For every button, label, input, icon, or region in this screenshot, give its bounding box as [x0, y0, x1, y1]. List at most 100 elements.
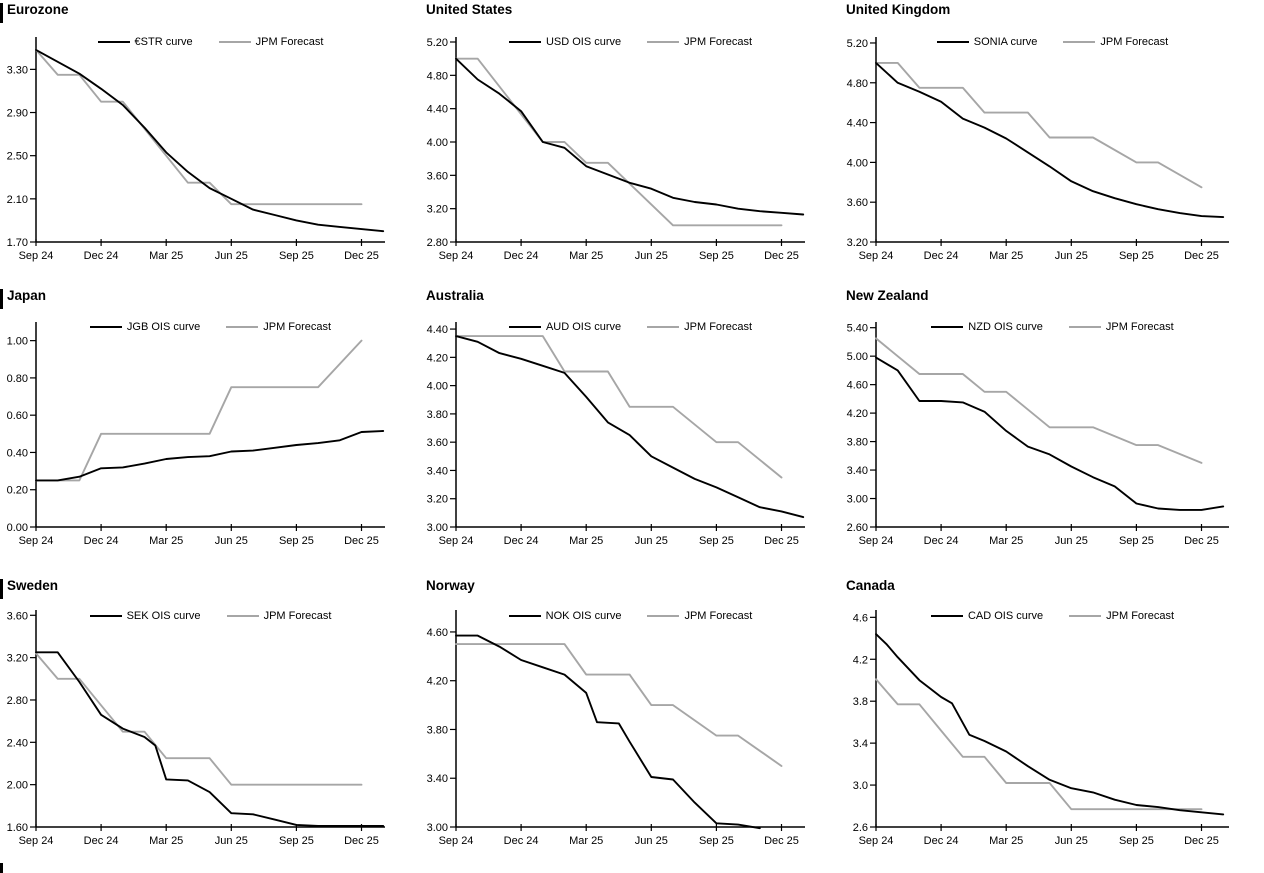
series-line-aud-ois-curve	[455, 335, 805, 519]
section-bar	[0, 289, 3, 309]
chart-canvas: 2.6 3.0 3.4 3.8 4.2 4.6 Sep 24 Dec 24 Mar 25 Jun …	[853, 610, 1229, 847]
x-tick-label: Sep 24	[439, 835, 474, 847]
y-tick-label: 2.50	[7, 151, 28, 163]
x-tick-label: Dec 25	[344, 250, 379, 262]
y-tick-label: 4.00	[427, 137, 448, 149]
x-tick-label: Dec 25	[344, 835, 379, 847]
x-tick-label: Sep 24	[19, 535, 54, 547]
x-tick-label: Mar 25	[149, 250, 183, 262]
y-tick-label: 3.20	[847, 237, 868, 249]
x-tick-label: Dec 24	[84, 250, 119, 262]
legend-item-jpm-forecast: JPM Forecast	[218, 36, 324, 48]
y-tick-label: 2.10	[7, 194, 28, 206]
series-line-jpm-forecast	[35, 48, 363, 206]
y-tick-label: 3.4	[853, 738, 868, 750]
x-tick-label: Sep 25	[279, 835, 314, 847]
x-tick-label: Mar 25	[989, 835, 1023, 847]
chart-panel-united-kingdom: United Kingdom 3.20 3.60 4.00 4.40 4.80 5.20 Se…	[840, 0, 1264, 285]
x-tick-label: Sep 25	[1119, 535, 1154, 547]
y-tick-label: 5.20	[847, 38, 868, 50]
x-tick-label: Sep 25	[699, 250, 734, 262]
y-tick-label: 3.00	[427, 522, 448, 534]
legend: JGB OIS curve JPM Forecast	[36, 319, 385, 335]
axes	[875, 37, 1229, 243]
legend-line-sample-black	[89, 615, 122, 617]
x-tick-label: Jun 25	[1055, 535, 1088, 547]
y-tick-label: 4.20	[427, 352, 448, 364]
legend-line-sample-black	[508, 326, 541, 328]
y-tick-label: 3.8	[853, 696, 868, 708]
x-tick-label: Dec 24	[504, 835, 539, 847]
legend-item-nzd-ois-curve: NZD OIS curve	[931, 321, 1043, 333]
chart-canvas: 2.80 3.20 3.60 4.00 4.40 4.80 5.20 Sep 24 Dec 24…	[427, 37, 805, 262]
x-tick-label: Sep 24	[19, 835, 54, 847]
legend-line-sample-gray	[226, 326, 259, 328]
y-tick-label: 4.40	[847, 118, 868, 130]
series-line-jpm-forecast	[875, 61, 1203, 189]
legend: SEK OIS curve JPM Forecast	[36, 608, 385, 624]
y-tick-label: 1.70	[7, 237, 28, 249]
x-tick-label: Sep 25	[1119, 250, 1154, 262]
legend-line-sample-black	[89, 326, 122, 328]
legend-label: AUD OIS curve	[545, 321, 622, 333]
x-tick-label: Dec 24	[504, 250, 539, 262]
series-line-jgb-ois-curve	[35, 430, 385, 482]
y-tick-label: 0.80	[7, 373, 28, 385]
y-tick-label: 3.20	[427, 204, 448, 216]
y-tick-label: 5.40	[847, 323, 868, 335]
x-tick-label: Dec 25	[1184, 835, 1219, 847]
y-tick-label: 4.00	[847, 157, 868, 169]
y-tick-label: 0.60	[7, 410, 28, 422]
y-tick-label: 2.80	[427, 237, 448, 249]
legend-label: SEK OIS curve	[126, 610, 201, 622]
chart-canvas: 3.20 3.60 4.00 4.40 4.80 5.20 Sep 24 Dec 24 Mar …	[847, 37, 1229, 262]
y-tick-label: 2.80	[7, 695, 28, 707]
chart-canvas: 2.60 3.00 3.40 3.80 4.20 4.60 5.00 5.40 Sep 24 De…	[847, 322, 1229, 547]
y-tick-label: 4.6	[853, 612, 868, 624]
y-tick-label: 3.60	[7, 610, 28, 622]
y-tick-label: 5.00	[847, 351, 868, 363]
legend-line-sample-gray	[1068, 326, 1101, 328]
chart-panel-new-zealand: New Zealand 2.60 3.00 3.40 3.80 4.20 4.60 5.00 5…	[840, 285, 1264, 570]
legend-line-sample-gray	[1069, 615, 1102, 617]
y-tick-label: 0.20	[7, 485, 28, 497]
series-line-str-curve	[35, 48, 385, 233]
x-tick-label: Dec 25	[764, 250, 799, 262]
axes	[35, 610, 385, 828]
legend-item-sonia-curve: SONIA curve	[936, 36, 1037, 48]
y-tick-label: 3.20	[427, 494, 448, 506]
chart-panel-united-states: United States 2.80 3.20 3.60 4.00 4.40 4.80 5.2…	[420, 0, 840, 285]
chart-panel-norway: Norway 3.00 3.40 3.80 4.20 4.60 Sep 24 Dec 24 Ma…	[420, 570, 840, 873]
legend-line-sample-black	[936, 41, 969, 43]
legend-label: JPM Forecast	[684, 321, 753, 333]
x-tick-label: Mar 25	[149, 535, 183, 547]
y-tick-label: 1.00	[7, 336, 28, 348]
legend-item-jpm-forecast: JPM Forecast	[226, 610, 332, 622]
series-line-jpm-forecast	[35, 652, 363, 786]
chart-canvas: 3.00 3.40 3.80 4.20 4.60 Sep 24 Dec 24 Mar 25 Ju…	[427, 610, 805, 847]
legend: €STR curve JPM Forecast	[36, 34, 385, 50]
legend: NZD OIS curve JPM Forecast	[876, 319, 1229, 335]
y-tick-label: 5.20	[427, 37, 448, 49]
y-tick-label: 3.0	[853, 780, 868, 792]
y-tick-label: 2.40	[7, 737, 28, 749]
y-tick-label: 3.80	[847, 437, 868, 449]
legend: USD OIS curve JPM Forecast	[456, 34, 805, 50]
x-tick-label: Sep 24	[859, 835, 894, 847]
series-line-sonia-curve	[875, 61, 1225, 219]
series-line-sek-ois-curve	[35, 651, 385, 827]
legend-label: JPM Forecast	[255, 36, 324, 48]
x-tick-label: Mar 25	[989, 250, 1023, 262]
series-line-cad-ois-curve	[875, 633, 1225, 816]
series-line-usd-ois-curve	[455, 57, 805, 216]
y-tick-label: 2.90	[7, 108, 28, 120]
y-tick-label: 2.60	[847, 522, 868, 534]
y-tick-label: 4.40	[427, 324, 448, 336]
legend-item-nok-ois-curve: NOK OIS curve	[508, 610, 621, 622]
x-tick-label: Jun 25	[215, 535, 248, 547]
legend-item-sek-ois-curve: SEK OIS curve	[89, 610, 201, 622]
x-tick-label: Mar 25	[149, 835, 183, 847]
chart-canvas: 1.60 2.00 2.40 2.80 3.20 3.60 Sep 24 Dec 24 Mar …	[7, 610, 385, 847]
legend-label: JPM Forecast	[263, 610, 332, 622]
